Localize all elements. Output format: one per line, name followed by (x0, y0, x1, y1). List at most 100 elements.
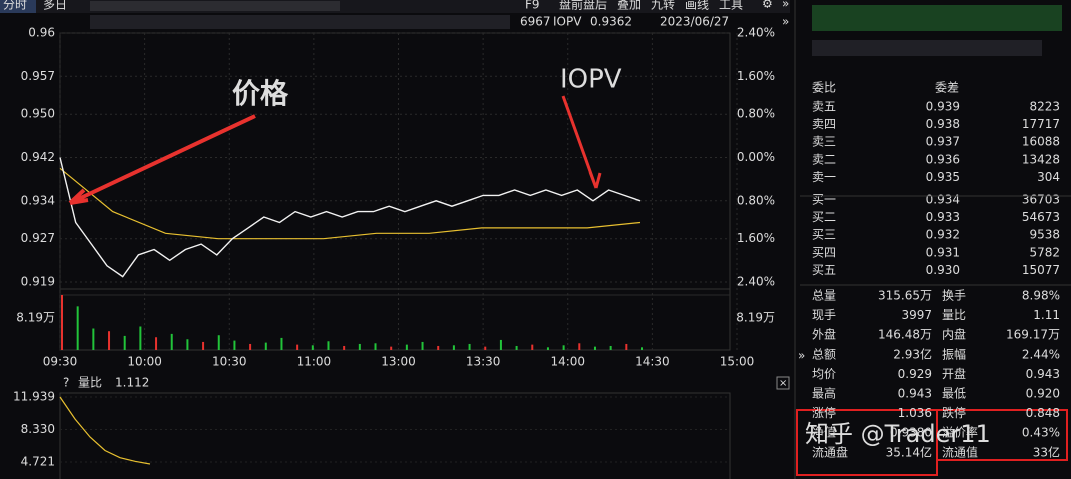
ratio-frame (59, 392, 731, 479)
tool-button[interactable]: 盘前盘后 (559, 0, 607, 12)
highlight-box (936, 409, 1068, 461)
iopv-value: 0.9362 (590, 15, 632, 29)
stat-label: 现手 (812, 308, 836, 322)
book-price: 0.932 (926, 228, 960, 242)
volume-bar (92, 328, 95, 350)
book-side: 卖一 (812, 170, 836, 184)
pct-label: 0.00% (737, 150, 775, 164)
volume-bar (515, 345, 518, 350)
volume-label: 8.19万 (16, 311, 55, 325)
help-mark[interactable]: ? (63, 376, 69, 390)
stat-label: 跌停 (942, 405, 966, 420)
y-tick-label: 0.927 (21, 231, 55, 245)
volume-bar (484, 346, 487, 350)
book-label: 委差 (935, 81, 959, 95)
volume-bar (123, 335, 126, 350)
stat-value: 1.11 (1033, 308, 1060, 322)
tool-button[interactable]: 叠加 (617, 0, 641, 12)
volume-bar (562, 345, 565, 350)
stat-label: 流通盘 (812, 444, 848, 459)
book-volume: 304 (1037, 170, 1060, 184)
y-tick-label: 0.957 (21, 69, 55, 83)
stat-label: 开盘 (942, 366, 966, 381)
volume-bar (170, 333, 173, 350)
date: 2023/06/27 (660, 15, 729, 29)
tool-button[interactable]: 九转 (651, 0, 675, 12)
book-price: 0.938 (926, 117, 960, 131)
x-tick-label: 15:00 (720, 355, 755, 369)
settings-icon[interactable]: ⚙ (762, 0, 773, 11)
stat-value: 315.65万 (878, 289, 932, 303)
y-tick-label: 0.934 (21, 193, 55, 207)
y-tick-label: 0.919 (21, 275, 55, 289)
volume-bar (609, 345, 612, 350)
volume-bar (217, 335, 220, 350)
stat-label: 换手 (942, 289, 966, 303)
book-price: 0.930 (926, 263, 960, 277)
close-icon[interactable]: × (779, 378, 787, 389)
book-price: 0.937 (926, 135, 960, 149)
volume-bar (296, 344, 299, 350)
book-price: 0.931 (926, 245, 960, 259)
volume-bar (468, 343, 471, 350)
volume-bar (76, 306, 79, 350)
volume-bar (625, 343, 628, 350)
x-tick-label: 10:30 (212, 355, 247, 369)
close-button[interactable] (776, 376, 790, 390)
volume-label: 8.19万 (736, 311, 775, 325)
tab[interactable]: 多日 (43, 0, 67, 12)
volume-bar (139, 326, 142, 350)
volume-bar (405, 344, 408, 350)
book-volume: 16088 (1022, 135, 1060, 149)
volume-bar (578, 343, 581, 350)
tool-button[interactable]: F9 (525, 0, 540, 12)
stat-value: 33亿 (1033, 444, 1060, 459)
book-price: 0.933 (926, 210, 960, 224)
stat-label: 均价 (812, 367, 836, 381)
book-price: 0.934 (926, 193, 960, 207)
collapse-icon[interactable]: » (782, 15, 789, 29)
stat-value: 2.93亿 (893, 346, 932, 361)
pct-label: 0.80% (737, 193, 775, 207)
tool-button[interactable]: 工具 (719, 0, 743, 12)
x-tick-label: 11:00 (297, 355, 332, 369)
volume-bar (311, 345, 314, 350)
blurred-name (812, 5, 1062, 31)
stat-label: 溢价率 (942, 425, 978, 440)
tool-button[interactable]: 画线 (685, 0, 709, 12)
stat-label: 流通值 (942, 444, 978, 459)
stat-value: 1.036 (898, 406, 932, 420)
stat-value: 0.9380 (890, 426, 932, 440)
y-tick-label: 0.96 (28, 26, 55, 40)
volume-bar (186, 339, 189, 350)
x-tick-label: 13:00 (381, 355, 416, 369)
volume-bar (437, 345, 440, 350)
annotation: 价格 (232, 77, 289, 110)
pct-label: 1.60% (737, 69, 775, 83)
book-side: 卖四 (812, 117, 836, 131)
stat-value: 8.98% (1022, 289, 1060, 303)
tab[interactable]: 分时 (3, 0, 27, 12)
collapse-icon[interactable]: » (782, 0, 789, 11)
volume-bar (421, 341, 424, 350)
stat-value: 0.943 (898, 387, 932, 401)
stat-value: 0.943 (1026, 367, 1060, 381)
watermark: 知乎 @Trader11 (805, 420, 991, 448)
active-tab (0, 0, 36, 13)
blurred-code (812, 40, 1042, 56)
pct-label: 2.40% (737, 26, 775, 40)
x-tick-label: 10:00 (127, 355, 162, 369)
volume-bar (452, 345, 455, 350)
stat-value: 0.929 (898, 367, 932, 381)
blurred-header (90, 15, 510, 29)
volume-bar (155, 337, 158, 350)
book-side: 卖三 (812, 135, 836, 149)
expand-icon[interactable]: » (798, 349, 805, 363)
volume-bar (374, 343, 377, 350)
book-volume: 36703 (1022, 193, 1060, 207)
stat-label: 振幅 (942, 346, 966, 361)
stat-value: 146.48万 (878, 328, 932, 342)
book-side: 卖二 (812, 152, 836, 166)
